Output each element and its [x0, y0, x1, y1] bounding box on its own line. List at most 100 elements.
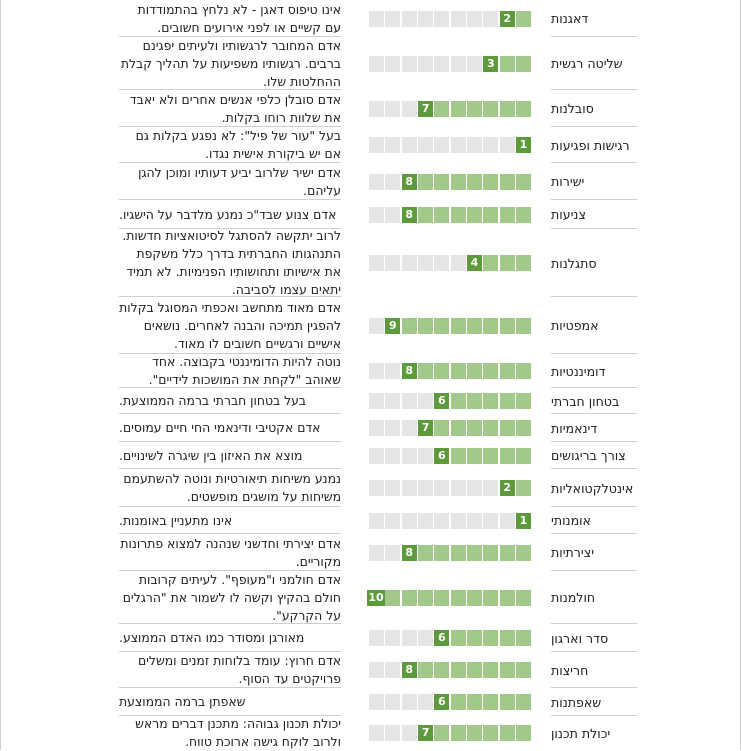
score-value: 8 [401, 545, 417, 561]
score-cell-empty [499, 513, 515, 529]
score-cell-filled [450, 545, 466, 561]
score-cell-filled [467, 448, 482, 464]
score-cell-filled [434, 363, 450, 379]
score-cell-filled [467, 393, 482, 409]
score-cell-filled [418, 662, 434, 678]
score-cell-empty [385, 448, 401, 464]
trait-row: מאורגן ומסודר כמו האדם הממוצע. 6 סדר וארגו… [0, 624, 741, 652]
score-cell-filled [516, 662, 531, 678]
row-divider [119, 199, 341, 200]
trait-description: אדם ישיר שלרוב יביע דעותיו ומוכן להגן על… [138, 164, 341, 198]
row-divider [551, 570, 637, 571]
row-divider [551, 441, 637, 442]
score-cell-empty [385, 207, 401, 223]
score-cell-filled [516, 694, 531, 710]
score-bar: 8 [369, 363, 531, 379]
score-cell-empty [450, 480, 466, 496]
score-cell-filled [483, 420, 499, 436]
score-cell-filled [499, 318, 515, 334]
score-cell-empty [467, 11, 482, 27]
trait-description: בעל "עור של פיל": לא נפגע בקלות גם אם יש… [135, 128, 341, 161]
score-cell-filled [434, 420, 450, 436]
score-bar: 10 [367, 590, 531, 606]
score-cell-empty [418, 11, 434, 27]
score-cell-filled [450, 590, 466, 606]
score-value: 6 [434, 630, 450, 646]
score-cell-filled [450, 393, 466, 409]
score-cell-empty [418, 137, 434, 153]
trait-row: אדם סובלן כלפי אנשים אחרים ולא יאבד את ש… [0, 90, 741, 127]
trait-description: שאפתן ברמה הממוצעת [119, 694, 246, 709]
score-cell-filled [450, 174, 466, 190]
trait-description: בעל בטחון חברתי ברמה הממוצעת. [119, 393, 307, 408]
score-cell-empty [401, 630, 417, 646]
score-cell-filled [516, 630, 531, 646]
score-cell-empty [401, 137, 417, 153]
score-cell-empty [369, 174, 385, 190]
trait-name: יצירתיות [551, 545, 595, 560]
score-cell-filled [434, 207, 450, 223]
trait-description: אדם אקטיבי ודינאמי החי חיים עמוסים. [119, 420, 321, 435]
trait-name: סובלנות [551, 101, 594, 116]
score-cell-empty [369, 207, 385, 223]
score-value: 7 [418, 420, 434, 436]
trait-name: אומנותי [551, 513, 591, 528]
score-cell-filled [499, 448, 515, 464]
trait-description: אדם סובלן כלפי אנשים אחרים ולא יאבד את ש… [129, 91, 341, 125]
score-cell-empty [369, 725, 385, 741]
score-cell-empty [434, 137, 450, 153]
trait-name: סתגלנות [551, 255, 597, 271]
score-cell-empty [499, 137, 515, 153]
score-cell-empty [483, 137, 499, 153]
score-cell-filled [499, 545, 515, 561]
trait-row: נוטה להיות הדומיננטי בקבוצה. אחד שאוהב "… [0, 354, 741, 388]
score-cell-empty [385, 662, 401, 678]
row-divider [119, 162, 341, 163]
trait-name: שליטה רגשית [551, 56, 623, 71]
score-cell-empty [385, 694, 401, 710]
score-cell-empty [434, 11, 450, 27]
score-value: 3 [483, 56, 499, 72]
row-divider [551, 126, 637, 127]
score-cell-filled [434, 725, 450, 741]
score-cell-empty [385, 393, 401, 409]
row-divider [119, 468, 341, 469]
score-cell-empty [418, 255, 434, 271]
score-cell-filled [450, 420, 466, 436]
trait-name: בטחון חברתי [551, 393, 620, 409]
score-cell-empty [401, 725, 417, 741]
score-cell-empty [401, 513, 417, 529]
score-value: 6 [434, 393, 450, 409]
trait-description: מוצא את האיזון בין שיגרה לשינויים. [119, 447, 303, 463]
trait-name: סדר וארגון [551, 630, 609, 646]
score-cell-filled [467, 420, 482, 436]
score-cell-filled [450, 725, 466, 741]
trait-row: אדם המחובר לרגשותיו ולעיתים יפגינם ברבים… [0, 37, 741, 90]
score-value: 8 [401, 174, 417, 190]
score-cell-empty [418, 393, 434, 409]
row-divider [551, 413, 637, 414]
score-cell-empty [385, 630, 401, 646]
score-cell-empty [369, 318, 385, 334]
score-cell-empty [467, 137, 482, 153]
trait-name: רגישות ופגיעות [551, 137, 630, 153]
score-cell-empty [369, 11, 385, 27]
trait-row: שאפתן ברמה הממוצעת 6 שאפתנות [0, 688, 741, 716]
trait-row: נמנע משיחות תיאורטיות ונוטה להשתעמם משיח… [0, 469, 741, 507]
score-cell-empty [369, 137, 385, 153]
score-cell-filled [516, 480, 531, 496]
score-bar: 7 [369, 101, 531, 117]
score-cell-filled [434, 174, 450, 190]
left-border [0, 0, 1, 750]
trait-description: מאורגן ומסודר כמו האדם הממוצע. [119, 630, 305, 645]
row-divider [119, 651, 341, 652]
score-cell-filled [483, 590, 499, 606]
trait-row: לרוב יתקשה להסתגל לסיטואציות חדשות. התנה… [0, 228, 741, 297]
score-cell-filled [467, 662, 482, 678]
score-cell-filled [450, 101, 466, 117]
score-cell-empty [369, 393, 385, 409]
score-cell-filled [450, 694, 466, 710]
trait-name: דינאמיות [551, 420, 598, 436]
score-cell-filled [483, 363, 499, 379]
score-cell-filled [418, 590, 434, 606]
